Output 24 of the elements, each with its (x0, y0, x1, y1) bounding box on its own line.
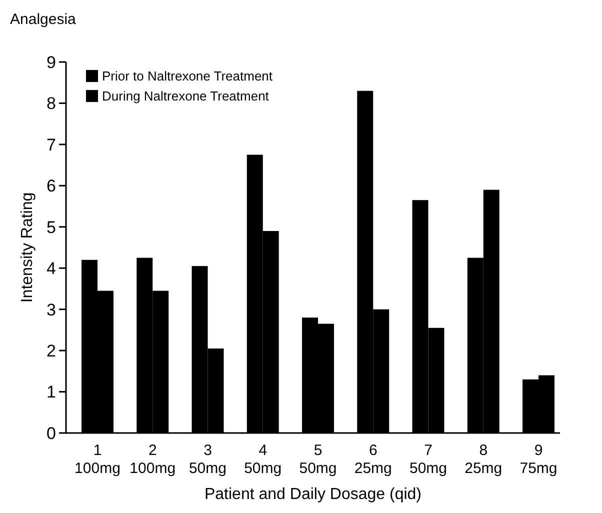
y-tick-label: 4 (46, 259, 56, 278)
y-tick-label: 3 (46, 300, 56, 320)
x-tick-label: 2 100mg (130, 442, 176, 477)
x-axis-title: Patient and Daily Dosage (qid) (204, 486, 422, 503)
x-tick-label: 1 100mg (74, 442, 120, 477)
chart-title: Analgesia (10, 11, 77, 28)
y-tick-label: 5 (46, 218, 56, 237)
y-tick-label: 8 (46, 94, 56, 114)
x-tick-label: 6 25mg (354, 442, 392, 477)
x-tick-label: 7 50mg (409, 442, 448, 477)
y-tick-label: 6 (46, 176, 56, 196)
legend-label: Prior to Naltrexone Treatment (102, 68, 273, 84)
y-axis-title: Intensity Rating (19, 192, 36, 303)
legend-label: During Naltrexone Treatment (102, 88, 270, 104)
y-tick-label: 2 (46, 342, 56, 361)
x-tick-label: 8 25mg (464, 442, 502, 477)
y-tick-label: 7 (46, 135, 56, 154)
x-tick-label: 4 50mg (244, 442, 282, 477)
x-tick-label: 3 50mg (188, 442, 227, 477)
y-tick-label: 0 (46, 424, 56, 443)
y-tick-label: 9 (46, 52, 56, 72)
x-tick-label: 5 50mg (299, 442, 337, 477)
y-tick-label: 1 (46, 382, 56, 402)
x-tick-label: 9 75mg (520, 442, 558, 477)
